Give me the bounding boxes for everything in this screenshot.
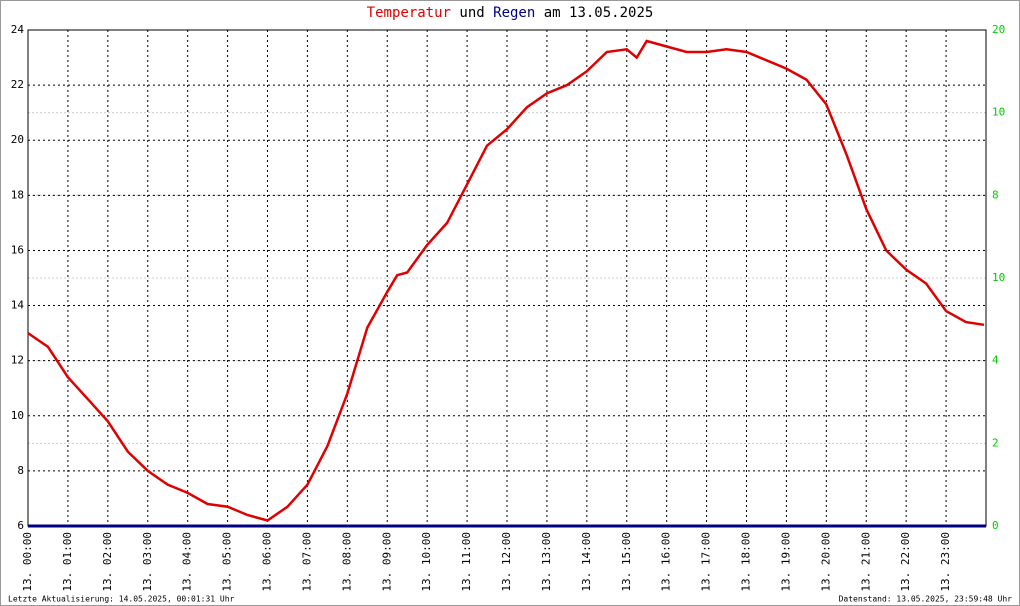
x-tick-label: 13. 20:00 xyxy=(819,532,832,592)
y-tick-label: 14 xyxy=(11,299,25,312)
y-tick-label: 18 xyxy=(11,188,24,201)
x-tick-label: 13. 09:00 xyxy=(380,532,393,592)
x-tick-label: 13. 06:00 xyxy=(261,532,274,592)
x-tick-label: 13. 18:00 xyxy=(740,532,753,592)
x-tick-label: 13. 00:00 xyxy=(21,532,34,592)
x-tick-label: 13. 21:00 xyxy=(859,532,872,592)
y-tick-label: 6 xyxy=(17,519,24,532)
y-tick-label: 24 xyxy=(11,23,25,36)
x-tick-label: 13. 15:00 xyxy=(620,532,633,592)
series-line xyxy=(27,39,985,522)
x-tick-label: 13. 04:00 xyxy=(181,532,194,592)
x-tick-label: 13. 22:00 xyxy=(899,532,912,592)
x-tick-label: 13. 16:00 xyxy=(660,532,673,592)
x-tick-label: 13. 17:00 xyxy=(700,532,713,592)
title-suffix: am 13.05.2025 xyxy=(544,5,654,21)
y2-tick-label: 4 xyxy=(992,354,999,367)
x-tick-label: 13. 13:00 xyxy=(540,532,553,592)
y-tick-label: 12 xyxy=(11,354,24,367)
y-tick-label: 22 xyxy=(11,78,24,91)
y2-tick-label: 10 xyxy=(992,106,1005,119)
x-tick-label: 13. 14:00 xyxy=(580,532,593,592)
chart-title: Temperatur und Regen am 13.05.2025 xyxy=(367,5,654,21)
x-tick-label: 13. 12:00 xyxy=(500,532,513,592)
x-tick-label: 13. 10:00 xyxy=(420,532,433,592)
x-tick-label: 13. 01:00 xyxy=(61,532,74,592)
x-tick-label: 13. 23:00 xyxy=(939,532,952,592)
title-temp: Temperatur xyxy=(367,5,451,21)
y-tick-label: 8 xyxy=(17,464,24,477)
footer-right: Datenstand: 13.05.2025, 23:59:48 Uhr xyxy=(839,595,1013,604)
y-tick-label: 10 xyxy=(11,409,24,422)
y-tick-label: 20 xyxy=(11,133,24,146)
y2-tick-label: 0 xyxy=(992,519,999,532)
title-rain: Regen xyxy=(493,5,535,21)
footer-left: Letzte Aktualisierung: 14.05.2025, 00:01… xyxy=(8,595,235,604)
x-tick-label: 13. 19:00 xyxy=(779,532,792,592)
y-tick-label: 16 xyxy=(11,243,24,256)
y2-tick-label: 8 xyxy=(992,188,999,201)
x-tick-label: 13. 02:00 xyxy=(101,532,114,592)
x-tick-label: 13. 11:00 xyxy=(460,532,473,592)
title-joiner: und xyxy=(459,5,484,21)
x-tick-label: 13. 08:00 xyxy=(340,532,353,592)
x-tick-label: 13. 07:00 xyxy=(300,532,313,592)
x-tick-label: 13. 05:00 xyxy=(221,532,234,592)
y2-tick-label: 10 xyxy=(992,271,1005,284)
y2-tick-label: 20 xyxy=(992,23,1005,36)
x-tick-label: 13. 03:00 xyxy=(141,532,154,592)
y2-tick-label: 2 xyxy=(992,436,999,449)
